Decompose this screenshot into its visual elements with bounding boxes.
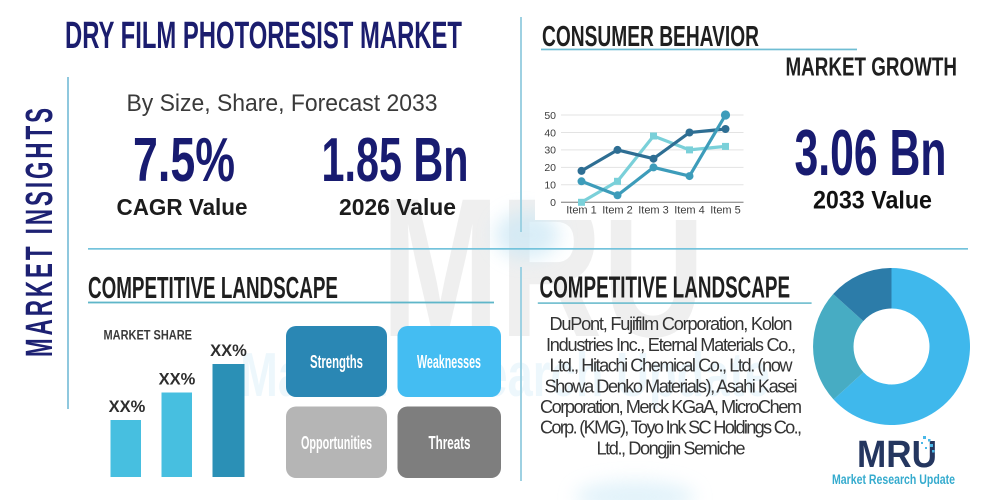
svg-text:20: 20 [544,162,556,174]
svg-text:Threats: Threats [429,433,471,453]
svg-text:Corporation, Merck KGaA, Micro: Corporation, Merck KGaA, MicroChem [540,397,802,417]
svg-text:Item 3: Item 3 [638,205,669,217]
svg-text:DRY FILM PHOTORESIST MARKET: DRY FILM PHOTORESIST MARKET [65,15,462,57]
svg-text:Corp. (KMG), Toyo Ink SC Holdi: Corp. (KMG), Toyo Ink SC Holdings Co., [540,418,802,438]
svg-text:COMPETITIVE LANDSCAPE: COMPETITIVE LANDSCAPE [540,270,791,305]
svg-text:1.85 Bn: 1.85 Bn [322,126,469,195]
svg-text:50: 50 [544,110,556,122]
svg-text:10: 10 [544,180,556,192]
svg-text:CONSUMER BEHAVIOR: CONSUMER BEHAVIOR [542,21,759,53]
svg-text:Item 4: Item 4 [674,205,705,217]
svg-text:CAGR Value: CAGR Value [117,194,248,220]
svg-text:Weaknesses: Weaknesses [417,352,481,372]
svg-text:By Size, Share, Forecast 2033: By Size, Share, Forecast 2033 [127,90,438,117]
svg-text:Opportunities: Opportunities [301,433,372,453]
svg-text:Ltd., Hitachi Chemical Co., Lt: Ltd., Hitachi Chemical Co., Ltd. (now [550,356,794,376]
svg-text:DuPont, Fujifilm Corporation,: DuPont, Fujifilm Corporation, Kolon [550,314,793,334]
svg-text:Industries Inc., Eternal Mater: Industries Inc., Eternal Materials Co., [546,335,796,355]
svg-text:MARKET INSIGHTS: MARKET INSIGHTS [19,105,61,357]
svg-text:MARKET SHARE: MARKET SHARE [104,328,193,343]
svg-text:XX%: XX% [109,398,146,416]
svg-text:Item 2: Item 2 [602,205,633,217]
svg-text:40: 40 [544,127,556,139]
svg-text:Showa Denko Materials), Asahi: Showa Denko Materials), Asahi Kasei [545,376,798,396]
svg-text:MARKET GROWTH: MARKET GROWTH [786,52,958,82]
svg-text:Strengths: Strengths [310,352,363,372]
svg-text:3.06 Bn: 3.06 Bn [795,116,947,189]
svg-text:2033 Value: 2033 Value [813,187,932,215]
svg-text:30: 30 [544,145,556,157]
svg-text:0: 0 [550,197,556,209]
svg-text:MRU: MRU [857,434,937,476]
svg-text:Market Research Update: Market Research Update [832,472,955,487]
svg-text:7.5%: 7.5% [133,126,235,195]
svg-text:XX%: XX% [159,371,196,389]
svg-text:Item 5: Item 5 [710,205,741,217]
svg-text:Item 1: Item 1 [566,205,597,217]
svg-text:XX%: XX% [210,342,247,360]
svg-text:COMPETITIVE LANDSCAPE: COMPETITIVE LANDSCAPE [88,270,338,305]
svg-text:2026 Value: 2026 Value [339,194,456,220]
svg-text:Ltd., Dongjin Semiche: Ltd., Dongjin Semiche [597,438,746,458]
